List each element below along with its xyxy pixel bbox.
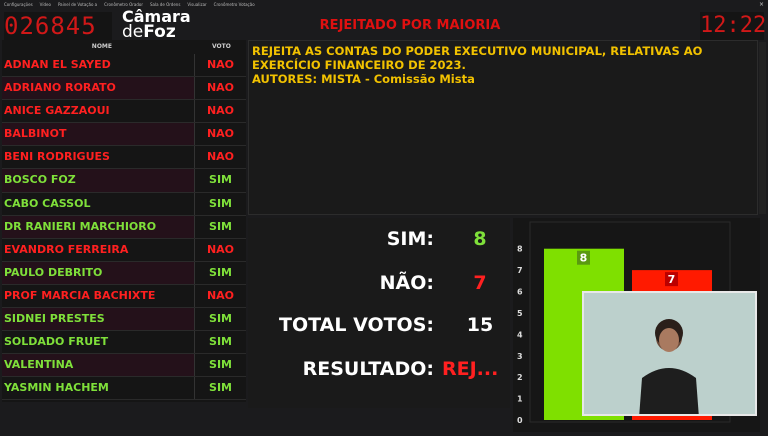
table-row: SOLDADO FRUET SIM [2,331,246,355]
totals-panel: SIM: 8 NÃO: 7 TOTAL VOTOS: 15 RESULTADO: REJ… [248,218,510,408]
y-tick-label: 7 [517,266,523,275]
session-counter: 026845 [4,12,112,40]
menu-item[interactable]: Sala de Ordens [149,2,181,7]
vote-value: NAO [206,242,235,256]
y-tick-label: 8 [517,245,523,254]
menu-item[interactable]: Configurações [4,2,33,7]
vote-value: NAO [206,58,235,71]
councillor-name: PAULO DEBRITO [2,261,195,284]
total-count: 15 [466,314,494,336]
councillor-name: CABO CASSOL [2,192,195,215]
councillor-name: SIDNEI PRESTES [2,308,195,331]
bar-value-label: 7 [668,273,676,286]
scrollbar[interactable] [759,42,766,214]
table-row: PAULO DEBRITO SIM [2,261,246,285]
table-row: EVANDRO FERREIRA NAO [2,238,246,262]
nao-label: NÃO: [379,272,434,294]
total-label: TOTAL VOTOS: [279,314,434,336]
table-row: ADNAN EL SAYED NAO [2,54,246,78]
y-tick-label: 0 [517,416,523,425]
councillor-name: PROF MARCIA BACHIXTE [2,284,195,308]
vote-value: SIM [209,196,232,210]
table-row: CABO CASSOL SIM [2,192,246,216]
table-row: VALENTINA SIM [2,354,246,378]
councillor-name: ANICE GAZZAOUI [2,100,195,123]
vote-value: NAO [206,104,235,118]
table-row: YASMIN HACHEM SIM [2,377,246,401]
table-row: PROF MARCIA BACHIXTE NAO [2,284,246,309]
vote-value: SIM [209,312,232,326]
y-tick-label: 4 [517,330,523,339]
councillor-name: BENI RODRIGUES [2,146,195,169]
councillor-name: ADRIANO RORATO [2,77,195,100]
councillor-name: SOLDADO FRUET [2,331,195,354]
logo: Câmara deFoz [122,7,191,43]
councillor-name: DR RANIERI MARCHIORO [2,215,195,238]
councillor-name: YASMIN HACHEM [2,377,195,400]
vote-value: SIM [209,173,232,187]
menu-bar: Configurações Vídeo Painel de Votação a Cro… [4,2,255,7]
y-tick-label: 6 [517,288,523,297]
sim-label: SIM: [386,228,434,250]
nao-count: 7 [473,272,487,294]
councillor-name: BOSCO FOZ [2,169,195,192]
councillor-name: BALBINOT [2,123,195,146]
table-row: DR RANIERI MARCHIORO SIM [2,215,246,239]
header-name: NOME [91,43,112,50]
bar-value-label: 8 [580,252,588,265]
result-label: RESULTADO: [302,358,434,380]
table-row: BENI RODRIGUES NAO [2,146,246,170]
vote-status: REJEITADO POR MAIORIA [319,18,501,33]
vote-value: SIM [209,265,232,279]
table-row: SIDNEI PRESTES SIM [2,308,246,332]
vote-value: SIM [209,381,232,395]
menu-item[interactable]: Vídeo [39,2,51,7]
menu-item[interactable]: Painel de Votação a [57,2,98,7]
vote-value: NAO [206,81,235,95]
clock: 12:22 [700,12,767,40]
menu-item[interactable]: Cronômetro Votação [213,2,255,7]
y-tick-label: 2 [517,373,523,382]
vote-value: NAO [206,288,235,302]
result-value: REJ... [442,358,499,380]
table-row: BALBINOT NAO [2,123,246,147]
y-tick-label: 1 [517,395,523,404]
vote-value: NAO [206,150,235,164]
menu-item[interactable]: Visualizar [187,2,207,7]
vote-value: SIM [209,335,232,349]
y-tick-label: 3 [517,352,523,361]
menu-item[interactable]: Cronômetro Orador [104,2,143,7]
vote-value: SIM [209,358,232,372]
close-icon[interactable]: × [758,1,764,8]
bar-label-bg [577,250,590,265]
sign-language-video [582,291,757,416]
bar-label-bg [665,272,678,287]
header-vote: VOTO [212,43,231,50]
y-tick-label: 5 [517,309,523,318]
vote-list: NOME VOTO ADNAN EL SAYED NAO ADRIANO RORATO… [2,40,246,402]
vote-value: SIM [209,219,232,233]
vote-value: NAO [206,127,235,141]
councillor-name: ADNAN EL SAYED [2,54,195,77]
table-row: ANICE GAZZAOUI NAO [2,100,246,124]
table-row: ADRIANO RORATO NAO [2,77,246,101]
councillor-name: VALENTINA [2,354,195,377]
table-row: BOSCO FOZ SIM [2,169,246,193]
bill-description: REJEITA AS CONTAS DO PODER EXECUTIVO MUN… [248,40,758,215]
sim-count: 8 [473,228,487,250]
councillor-name: EVANDRO FERREIRA [2,238,195,261]
